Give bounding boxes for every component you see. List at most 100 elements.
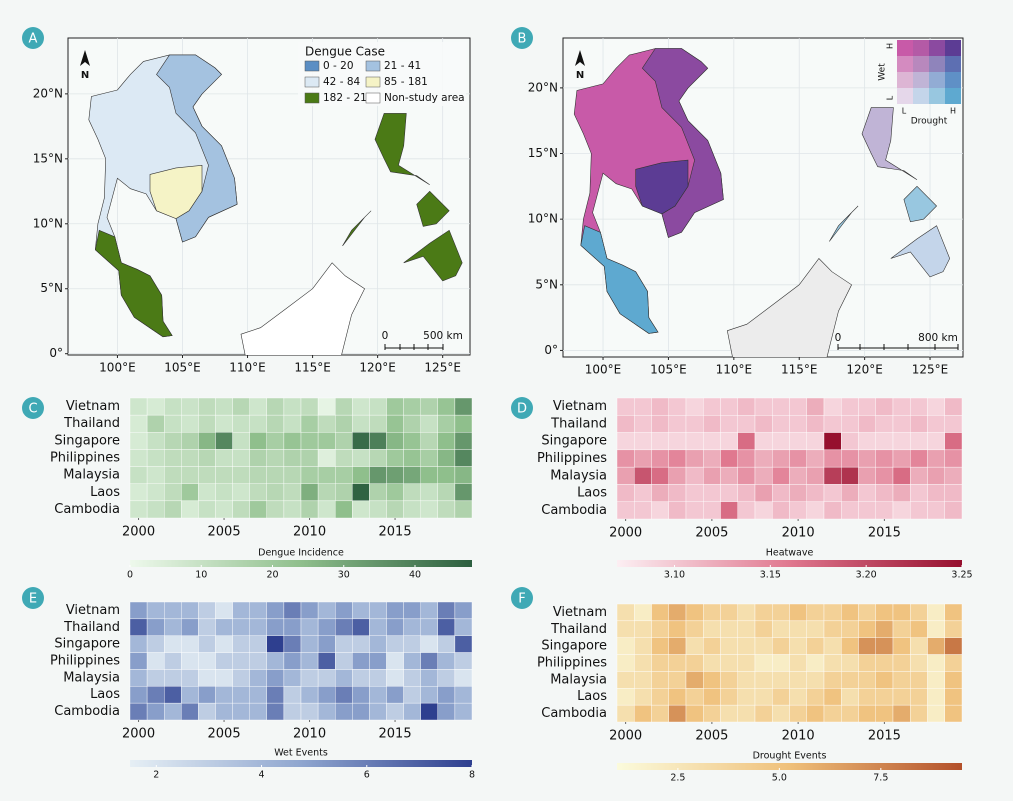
heatmap-cell <box>910 397 928 416</box>
heatmap-cell <box>249 483 267 502</box>
heatmap-cell <box>772 654 790 672</box>
heatmap-cell <box>129 601 148 620</box>
row-label: Thailand <box>550 622 607 637</box>
heatmap-cell <box>386 466 404 484</box>
colorbar-tick-label: 2.5 <box>670 773 685 784</box>
heatmap-cell <box>300 635 319 653</box>
heatmap-cell <box>668 688 687 706</box>
heatmap-cell <box>789 688 807 706</box>
heatmap-cell <box>892 449 911 468</box>
heatmap-cell <box>754 415 773 433</box>
heatmap-cell <box>454 500 473 519</box>
legend-y-end: H <box>886 43 895 49</box>
heatmap-cell <box>651 671 669 689</box>
colorbar-tick-label: 3.15 <box>760 570 781 581</box>
heatmap-cell <box>232 652 250 670</box>
row-label: Thailand <box>550 416 607 431</box>
heatmap-cell <box>668 449 687 468</box>
heatmap-cell <box>634 603 652 622</box>
heatmap-cell <box>737 397 756 416</box>
heatmap-cell <box>910 466 928 485</box>
heatmap-cell <box>146 618 165 636</box>
heatmap-cell <box>772 432 790 451</box>
heatmap-cell <box>232 466 250 484</box>
legend-x-end: H <box>950 107 956 116</box>
heatmap-cell <box>129 635 148 653</box>
heatmap-cell <box>232 397 250 416</box>
heatmap-cell <box>437 618 456 636</box>
region <box>156 54 238 243</box>
x-tick-label: 115°E <box>781 363 818 377</box>
heatmap-cell <box>249 702 267 721</box>
heatmap-cell <box>369 652 387 670</box>
x-tick-label: 2000 <box>122 525 155 540</box>
heatmap-cell <box>352 397 370 416</box>
heatmap-cell <box>772 466 790 485</box>
heatmap-cell <box>454 669 473 687</box>
colorbar <box>617 560 962 567</box>
heatmap-cell <box>352 652 370 670</box>
heatmap-cell <box>420 618 439 636</box>
map-layer <box>68 38 470 355</box>
heatmap-cell <box>163 652 182 670</box>
heatmap-cell <box>927 654 945 672</box>
x-tick-label: 105°E <box>164 361 201 375</box>
heatmap-cell <box>300 397 319 416</box>
heatmap-cell <box>181 432 199 450</box>
colorbar-tick-label: 0 <box>127 570 133 581</box>
heatmap-cell <box>129 483 148 502</box>
y-tick-label: 15°N <box>528 146 558 160</box>
heatmap-cell <box>772 397 790 416</box>
heatmap-cell <box>283 702 302 721</box>
heatmap-cell <box>300 483 319 502</box>
x-tick-label: 2015 <box>379 727 412 742</box>
heatmap-cell <box>668 704 687 723</box>
colorbar-tick-label: 3.20 <box>856 570 877 581</box>
x-tick-label: 2005 <box>208 525 241 540</box>
heatmap-cell <box>146 432 165 450</box>
legend-label: 0 - 20 <box>323 60 354 72</box>
heatmap-cell <box>181 635 199 653</box>
heatmap-cell <box>634 397 652 416</box>
heatmap-cell <box>403 414 421 433</box>
bivariate-swatch <box>929 56 945 72</box>
heatmap-cell <box>944 484 963 502</box>
heatmap-cell <box>215 483 233 502</box>
bivariate-swatch <box>945 88 961 104</box>
heatmap-cell <box>146 397 165 416</box>
heatmap-cell <box>858 637 876 655</box>
x-tick-label: 125°E <box>424 361 461 375</box>
legend-label: 21 - 41 <box>384 60 421 72</box>
heatmap-cell <box>386 414 404 433</box>
row-label: Cambodia <box>54 704 120 719</box>
heatmap-cell <box>249 669 267 687</box>
heatmap-cell <box>215 652 233 670</box>
legend-swatch <box>365 76 381 88</box>
heatmap-cell <box>266 483 285 502</box>
row-label: Vietnam <box>553 605 607 620</box>
heatmap-cell <box>386 601 404 620</box>
region <box>635 159 689 215</box>
heatmap-cell <box>215 449 233 467</box>
heatmap-cell <box>754 432 773 451</box>
x-tick-label: 2010 <box>782 526 815 541</box>
heatmap-cell <box>215 686 233 704</box>
y-tick-label: 5°N <box>40 281 63 295</box>
heatmap-cell <box>403 702 421 721</box>
heatmap-cell <box>283 601 302 620</box>
heatmap-cell <box>232 635 250 653</box>
row-label: Laos <box>577 689 607 704</box>
heatmap-cell <box>703 484 721 502</box>
heatmap-cell <box>737 688 756 706</box>
heatmap-cell <box>703 397 721 416</box>
heatmap-cell <box>249 466 267 484</box>
heatmap-cell <box>335 449 353 467</box>
heatmap-cell <box>703 466 721 485</box>
heatmap-cell <box>858 603 876 622</box>
heatmap-cell <box>146 483 165 502</box>
heatmap-cell <box>317 483 336 502</box>
heatmap-cell <box>454 483 473 502</box>
heatmap-cell <box>720 501 738 520</box>
heatmap-cell <box>944 432 963 451</box>
